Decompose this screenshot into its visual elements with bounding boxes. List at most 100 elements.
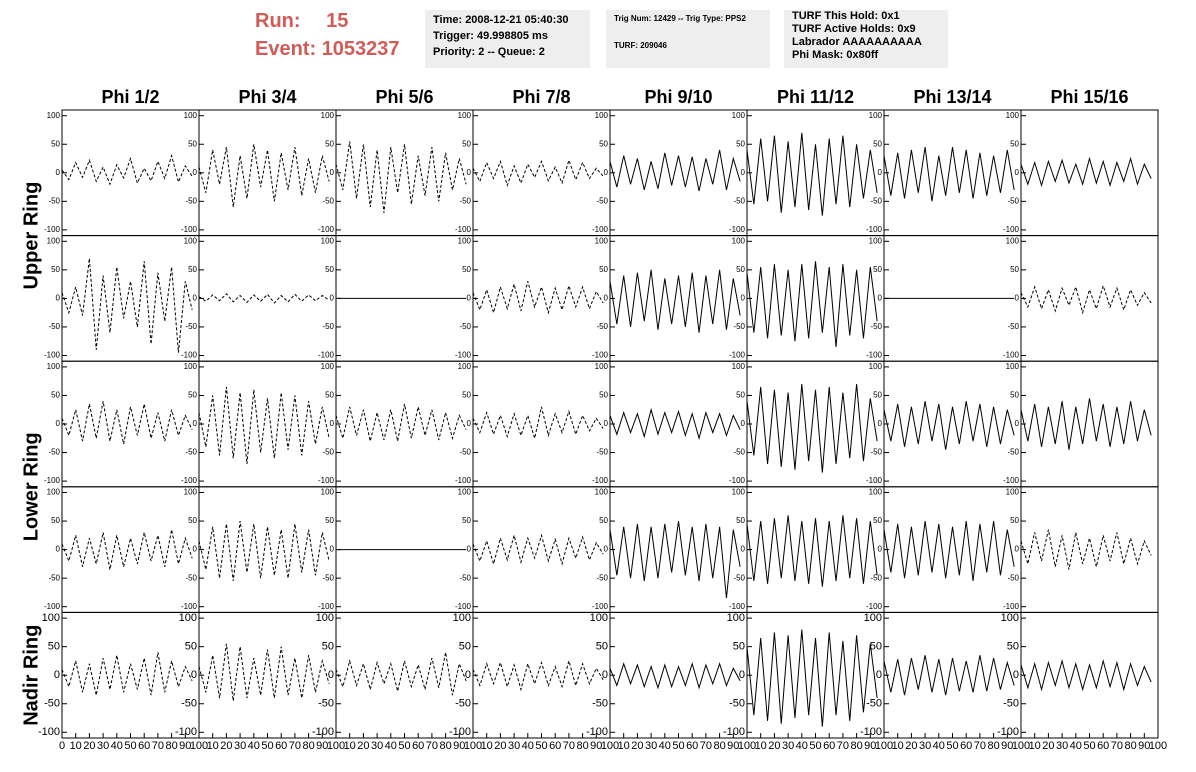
panel-frame: [609, 360, 748, 488]
x-tick-label: 40: [1070, 740, 1082, 752]
y-tick-label: 50: [733, 641, 745, 653]
waveform: [883, 401, 1015, 450]
y-tick-label: 100: [864, 612, 882, 624]
waveform: [472, 533, 604, 566]
y-tick-label: 0: [1015, 294, 1020, 303]
x-tick-label: 100: [1012, 740, 1030, 752]
y-tick-label: -50: [592, 698, 608, 710]
y-tick-label: -50: [729, 698, 745, 710]
y-tick-label: -100: [175, 726, 197, 738]
panel-frame: [335, 109, 474, 237]
waveform: [883, 147, 1015, 202]
waveform: [198, 144, 330, 208]
y-tick-label: 100: [453, 612, 471, 624]
waveform: [335, 403, 467, 442]
y-tick-label: 0: [56, 545, 61, 554]
y-tick-label: -100: [44, 476, 61, 485]
x-tick-label: 100: [738, 740, 756, 752]
run-line: Run: 15: [255, 10, 348, 33]
panel-frame: [472, 486, 611, 613]
panel-frame: [198, 360, 337, 488]
y-tick-label: 0: [467, 419, 472, 428]
y-tick-label: -50: [870, 196, 882, 205]
x-tick-label: 90: [590, 740, 602, 752]
x-tick-label: 10: [344, 740, 356, 752]
x-tick-label: 20: [631, 740, 643, 752]
x-tick-label: 60: [275, 740, 287, 752]
y-tick-label: 0: [467, 168, 472, 177]
panel-frame: [883, 360, 1022, 488]
x-tick-label: 90: [453, 740, 465, 752]
x-tick-label: 40: [522, 740, 534, 752]
waveform: [61, 529, 193, 570]
y-tick-label: -50: [733, 448, 745, 457]
panel-frame: [472, 109, 611, 237]
y-tick-label: 0: [604, 545, 609, 554]
y-tick-label: -50: [459, 196, 471, 205]
panel-frame: [609, 109, 748, 237]
y-tick-label: 100: [458, 236, 472, 245]
y-tick-label: -50: [1007, 448, 1019, 457]
y-tick-label: 0: [191, 669, 197, 681]
row-title: Nadir Ring: [20, 625, 42, 726]
panel-frame: [61, 611, 200, 739]
x-tick-label: 70: [837, 740, 849, 752]
x-tick-label: 80: [713, 740, 725, 752]
y-tick-label: 50: [1010, 391, 1019, 400]
y-tick-label: 50: [599, 391, 608, 400]
x-tick-label: 90: [1001, 740, 1013, 752]
y-tick-label: 100: [869, 488, 883, 497]
y-tick-label: -100: [1003, 476, 1020, 485]
y-tick-label: 50: [51, 265, 60, 274]
waveform: [1020, 398, 1152, 450]
y-tick-label: -50: [48, 196, 60, 205]
event-number: 1053237: [321, 38, 400, 60]
x-tick-label: 70: [974, 740, 986, 752]
y-tick-label: -50: [596, 573, 608, 582]
x-tick-label: 60: [1097, 740, 1109, 752]
column-title: Phi 13/14: [913, 87, 991, 107]
x-tick-label: 50: [535, 740, 547, 752]
waveform: [472, 659, 604, 692]
y-tick-label: 0: [330, 294, 335, 303]
row-title: Lower Ring: [20, 432, 42, 541]
y-tick-label: -100: [181, 602, 198, 611]
y-tick-label: -50: [318, 698, 334, 710]
y-tick-label: 0: [741, 419, 746, 428]
y-tick-label: -100: [592, 351, 609, 360]
y-tick-label: 100: [321, 111, 335, 120]
y-tick-label: -100: [729, 476, 746, 485]
x-tick-label: 60: [549, 740, 561, 752]
waveform: [1020, 658, 1152, 692]
waveform: [472, 281, 604, 315]
y-tick-label: -100: [1003, 351, 1020, 360]
x-tick-label: 10: [755, 740, 767, 752]
y-tick-label: -100: [866, 602, 883, 611]
y-tick-label: -50: [185, 573, 197, 582]
y-tick-label: -50: [733, 196, 745, 205]
y-tick-label: 50: [325, 516, 334, 525]
y-tick-label: 50: [51, 391, 60, 400]
x-tick-label: 70: [563, 740, 575, 752]
x-tick-label: 40: [385, 740, 397, 752]
column-title: Phi 7/8: [512, 87, 570, 107]
y-tick-label: 0: [878, 545, 883, 554]
y-tick-label: 100: [42, 612, 60, 624]
y-tick-label: 100: [869, 362, 883, 371]
waveform: [609, 520, 741, 599]
x-tick-label: 80: [576, 740, 588, 752]
y-tick-label: -50: [185, 322, 197, 331]
y-tick-label: 0: [604, 168, 609, 177]
waveform: [609, 407, 741, 441]
y-tick-label: -100: [866, 476, 883, 485]
y-tick-label: 0: [193, 168, 198, 177]
x-tick-label: 100: [327, 740, 345, 752]
x-tick-label: 20: [220, 740, 232, 752]
waveform: [61, 258, 193, 353]
y-tick-label: 100: [595, 362, 609, 371]
panel-frame: [609, 611, 748, 739]
waveform: [198, 643, 330, 701]
y-tick-label: 0: [54, 669, 60, 681]
y-tick-label: 0: [1015, 419, 1020, 428]
y-tick-label: 50: [188, 516, 197, 525]
